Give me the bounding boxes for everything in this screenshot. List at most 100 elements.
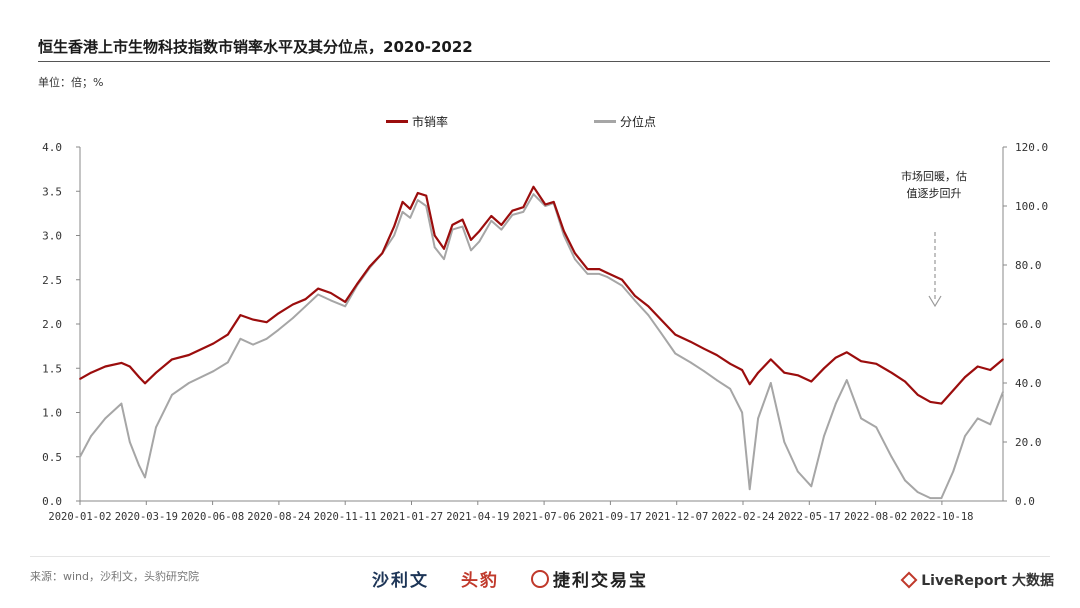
point-percentile — [265, 337, 268, 340]
point-ps-ratio — [563, 230, 565, 233]
point-percentile — [757, 417, 759, 420]
series-line-percentile — [79, 193, 1004, 500]
point-ps-ratio — [834, 356, 837, 359]
point-ps-ratio — [226, 333, 229, 336]
unit-label: 单位：倍；% — [38, 76, 104, 89]
point-ps-ratio — [451, 224, 454, 226]
legend-label-ps-ratio: 市销率 — [412, 115, 449, 129]
x-tick-label: 2021-12-07 — [645, 511, 708, 523]
y-left-tick-label: 2.5 — [42, 274, 62, 287]
point-percentile — [128, 441, 131, 443]
point-percentile — [964, 435, 966, 437]
point-percentile — [860, 417, 862, 420]
point-percentile — [976, 417, 979, 420]
jieli-ring-icon — [531, 569, 549, 588]
livereport-logo-text: LiveReport 大数据 — [921, 573, 1054, 589]
point-ps-ratio — [703, 347, 705, 350]
x-tick-label: 2021-04-19 — [446, 511, 509, 523]
y-right-tick-label: 120.0 — [1015, 141, 1048, 154]
point-ps-ratio — [490, 215, 493, 217]
y-right-tick-label: 0.0 — [1015, 495, 1035, 508]
x-tick-label: 2022-05-17 — [778, 511, 841, 523]
point-percentile — [490, 219, 493, 222]
point-ps-ratio — [860, 360, 862, 363]
point-ps-ratio — [128, 365, 131, 368]
x-tick-label: 2021-01-27 — [380, 511, 443, 523]
point-ps-ratio — [304, 298, 307, 301]
point-ps-ratio — [606, 271, 608, 274]
x-tick-label: 2022-10-18 — [910, 511, 973, 523]
point-percentile — [647, 314, 650, 316]
point-ps-ratio — [552, 201, 555, 203]
point-percentile — [703, 370, 705, 373]
point-percentile — [741, 411, 743, 414]
point-percentile — [633, 299, 636, 302]
jieli-logo-text: 捷利交易宝 — [553, 571, 648, 591]
point-percentile — [845, 379, 848, 381]
x-tick-label: 2020-06-08 — [181, 511, 244, 523]
point-percentile — [90, 435, 92, 437]
point-ps-ratio — [470, 239, 472, 241]
point-ps-ratio — [104, 365, 107, 368]
point-ps-ratio — [522, 206, 525, 209]
point-percentile — [344, 305, 347, 308]
point-ps-ratio — [90, 371, 92, 374]
title-divider — [38, 61, 1050, 62]
point-ps-ratio — [120, 362, 123, 364]
point-percentile — [409, 216, 412, 219]
point-percentile — [904, 479, 906, 482]
point-ps-ratio — [783, 371, 786, 374]
point-ps-ratio — [291, 303, 294, 306]
x-tick-label: 2021-09-17 — [579, 511, 642, 523]
point-ps-ratio — [757, 371, 759, 374]
point-percentile — [834, 402, 837, 405]
page-title: 恒生香港上市生物科技指数市销率水平及其分位点，2020-2022 — [38, 38, 473, 56]
leadleo-logo: 头豹 — [461, 571, 499, 591]
point-ps-ratio — [368, 265, 371, 268]
point-percentile — [929, 497, 932, 499]
point-ps-ratio — [500, 224, 503, 226]
point-ps-ratio — [265, 321, 268, 324]
point-percentile — [416, 199, 419, 202]
x-tick-label: 2020-11-11 — [314, 511, 377, 523]
point-percentile — [317, 293, 319, 296]
point-ps-ratio — [741, 369, 743, 371]
point-percentile — [544, 205, 547, 207]
source-note: 来源：wind，沙利文，头豹研究院 — [30, 570, 200, 583]
point-ps-ratio — [393, 225, 395, 228]
point-ps-ratio — [633, 294, 636, 297]
y-right-tick-label: 40.0 — [1015, 377, 1042, 390]
point-ps-ratio — [729, 362, 732, 365]
point-percentile — [401, 211, 404, 213]
point-ps-ratio — [344, 301, 347, 303]
point-percentile — [810, 485, 813, 488]
legend-item-ps-ratio: 市销率 — [386, 113, 448, 130]
point-ps-ratio — [660, 318, 662, 321]
point-ps-ratio — [329, 292, 332, 294]
point-percentile — [796, 470, 799, 473]
point-percentile — [433, 246, 436, 249]
point-percentile — [783, 441, 786, 443]
legend-label-percentile: 分位点 — [620, 115, 657, 129]
point-percentile — [522, 211, 525, 213]
partner-logos: 沙利文 头豹 捷利交易宝 — [372, 566, 648, 591]
point-percentile — [689, 361, 692, 364]
point-ps-ratio — [443, 247, 445, 250]
point-percentile — [226, 361, 229, 364]
point-ps-ratio — [409, 208, 412, 210]
point-percentile — [574, 258, 576, 260]
footer-divider — [30, 556, 1050, 557]
point-percentile — [586, 273, 589, 275]
point-ps-ratio — [674, 333, 677, 336]
point-percentile — [478, 240, 481, 243]
y-left-tick-label: 0.0 — [42, 495, 62, 508]
point-percentile — [532, 193, 535, 196]
point-percentile — [748, 488, 751, 491]
point-ps-ratio — [356, 283, 358, 286]
point-percentile — [769, 382, 772, 384]
point-ps-ratio — [79, 378, 81, 380]
point-percentile — [443, 258, 445, 260]
point-ps-ratio — [171, 358, 173, 361]
series-line-ps-ratio — [79, 185, 1004, 405]
